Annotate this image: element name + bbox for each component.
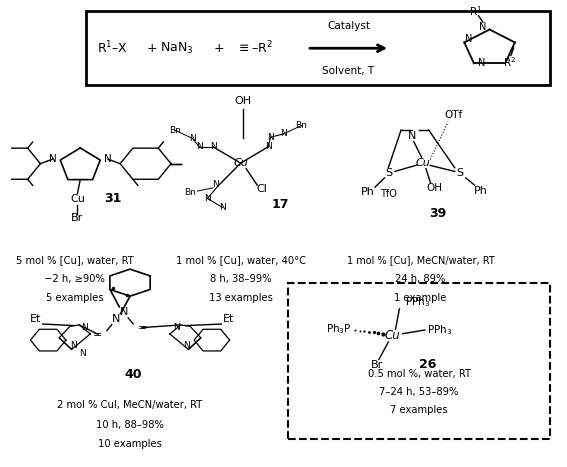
Text: R$^1$–X: R$^1$–X — [97, 40, 128, 57]
Text: Catalyst: Catalyst — [327, 21, 370, 31]
Text: Br: Br — [371, 361, 383, 370]
Text: Cu: Cu — [416, 158, 430, 168]
Text: Cu: Cu — [233, 158, 248, 168]
Text: Cu: Cu — [385, 329, 401, 342]
Text: N: N — [478, 58, 485, 68]
Text: Br: Br — [71, 213, 83, 223]
Text: N: N — [189, 134, 196, 143]
Text: TfO: TfO — [380, 190, 397, 199]
Text: 8 h, 38–99%: 8 h, 38–99% — [210, 274, 272, 284]
Text: 10 h, 88–98%: 10 h, 88–98% — [96, 420, 164, 430]
Text: 10 examples: 10 examples — [98, 439, 162, 449]
Text: Et: Et — [30, 314, 42, 325]
Text: N: N — [173, 323, 179, 332]
Text: 1 example: 1 example — [394, 293, 447, 303]
Text: =: = — [93, 330, 103, 340]
Text: +: + — [213, 42, 224, 55]
Text: Ph: Ph — [361, 187, 375, 197]
FancyBboxPatch shape — [86, 12, 551, 85]
Text: R$^2$: R$^2$ — [503, 55, 516, 69]
Text: 1 mol % [Cu], water, 40°C: 1 mol % [Cu], water, 40°C — [176, 255, 306, 265]
Text: =: = — [138, 324, 147, 333]
Text: Ph$_3$P: Ph$_3$P — [325, 322, 352, 335]
Text: N: N — [280, 129, 287, 138]
Text: Ph: Ph — [475, 186, 488, 196]
Text: N: N — [265, 142, 272, 151]
Text: Bn: Bn — [184, 188, 196, 197]
Text: 31: 31 — [104, 192, 121, 205]
Text: N: N — [112, 314, 120, 324]
Text: N: N — [465, 34, 472, 44]
Text: N: N — [204, 194, 211, 203]
Text: −2 h, ≥90%: −2 h, ≥90% — [44, 274, 105, 284]
Text: N: N — [219, 203, 226, 212]
Text: 1 mol % [Cu], MeCN/water, RT: 1 mol % [Cu], MeCN/water, RT — [346, 255, 494, 265]
Text: N: N — [79, 349, 86, 358]
Text: R$^1$: R$^1$ — [469, 4, 483, 18]
Text: N: N — [196, 142, 202, 151]
Text: 40: 40 — [124, 368, 142, 381]
Text: S: S — [456, 168, 464, 178]
Text: PPh$_3$: PPh$_3$ — [427, 323, 452, 337]
Text: +: + — [147, 42, 158, 55]
Text: Et: Et — [223, 314, 234, 325]
Text: 5 examples: 5 examples — [46, 293, 104, 303]
Text: N: N — [81, 323, 87, 332]
Text: N: N — [212, 180, 219, 189]
Text: Cl: Cl — [256, 184, 267, 194]
Text: 7 examples: 7 examples — [390, 405, 448, 416]
Text: $\equiv$–R$^2$: $\equiv$–R$^2$ — [236, 40, 273, 57]
Text: OH: OH — [426, 184, 442, 193]
FancyBboxPatch shape — [287, 283, 551, 439]
Text: 39: 39 — [429, 207, 446, 220]
Text: N: N — [49, 154, 57, 163]
Text: 5 mol % [Cu], water, RT: 5 mol % [Cu], water, RT — [16, 255, 134, 265]
Text: NaN$_3$: NaN$_3$ — [160, 41, 194, 56]
Text: PPh$_3$: PPh$_3$ — [405, 296, 430, 309]
Text: N: N — [408, 131, 416, 141]
Text: Solvent, T: Solvent, T — [323, 66, 375, 76]
Text: Cu: Cu — [70, 194, 85, 204]
Text: 26: 26 — [420, 358, 437, 370]
Text: Bn: Bn — [295, 121, 307, 130]
Text: N: N — [104, 154, 112, 163]
Text: 17: 17 — [271, 198, 289, 211]
Text: 2 mol % CuI, MeCN/water, RT: 2 mol % CuI, MeCN/water, RT — [57, 400, 202, 410]
Text: 0.5 mol %, water, RT: 0.5 mol %, water, RT — [367, 368, 471, 379]
Text: N: N — [267, 133, 274, 142]
Text: N: N — [70, 341, 77, 350]
Text: OTf: OTf — [445, 110, 463, 120]
Text: N: N — [210, 142, 217, 151]
Text: S: S — [385, 168, 392, 178]
Text: 13 examples: 13 examples — [209, 293, 273, 303]
Text: OH: OH — [235, 96, 252, 106]
Text: 7–24 h, 53–89%: 7–24 h, 53–89% — [379, 387, 459, 397]
Text: Bn: Bn — [169, 126, 181, 134]
Text: N: N — [184, 341, 191, 350]
Text: 24 h, 89%: 24 h, 89% — [395, 274, 446, 284]
Text: N: N — [120, 307, 128, 318]
Text: N: N — [479, 22, 486, 32]
